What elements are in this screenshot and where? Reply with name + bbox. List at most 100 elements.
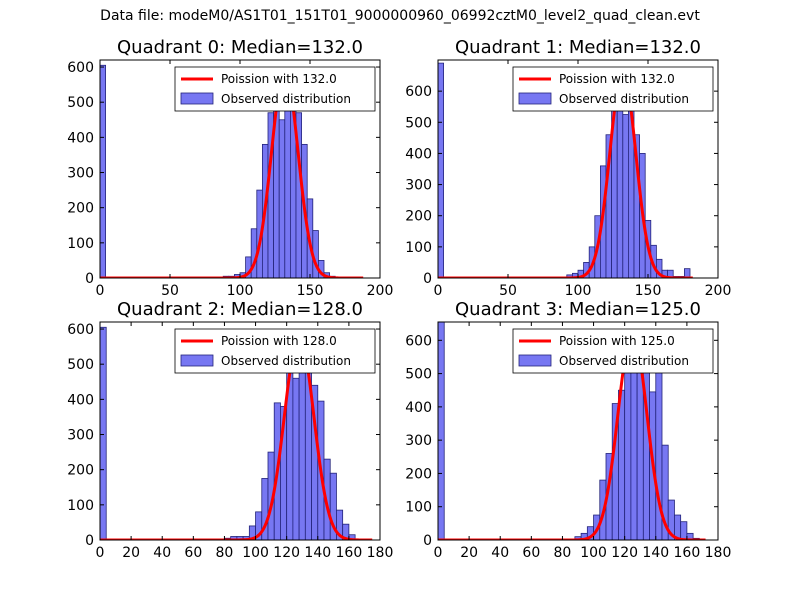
y-tick-label: 0 [423, 533, 432, 549]
x-tick-label: 150 [635, 283, 662, 299]
x-tick-label: 50 [499, 283, 517, 299]
legend: Poission with 125.0 Observed distribution [512, 328, 714, 374]
quadrant-3-plot: 0 20 40 60 80 100 120 140 160 1800100200300400500… [405, 299, 731, 561]
y-tick-label: 500 [67, 95, 94, 111]
x-tick-label: 200 [367, 283, 394, 299]
x-tick-label: 120 [611, 545, 638, 561]
quadrant-1-plot: 0 50 100 150 200 0 100 200 300 400 500 600 Quadrant … [405, 37, 731, 299]
histogram-bar [100, 64, 106, 278]
quadrant-0-plot: 0 50 100 150 200 0 100 200 300 400 500 600 Quadrant … [67, 37, 393, 299]
x-tick-label: 160 [336, 545, 363, 561]
histogram-bar [630, 359, 638, 540]
x-tick-label: 60 [184, 545, 202, 561]
legend-hist-swatch [180, 354, 214, 367]
y-tick-label: 300 [67, 166, 94, 182]
quadrant-2-plot: 0 20 40 60 80 100 120 140 160 1800100200300400500… [67, 299, 393, 561]
histogram-bar [624, 353, 632, 540]
subplot-title: Quadrant 2: Median=128.0 [117, 299, 363, 320]
x-tick-label: 80 [216, 545, 234, 561]
y-tick-label: 100 [67, 236, 94, 252]
axes-frame [437, 321, 719, 541]
x-tick-label: 100 [227, 283, 254, 299]
x-tick-label: 180 [705, 545, 732, 561]
axes-frame [99, 321, 381, 541]
x-tick-label: 100 [580, 545, 607, 561]
legend-curve-label: Poission with 125.0 [559, 334, 675, 348]
histogram-bar [622, 114, 629, 278]
x-tick-label: 60 [522, 545, 540, 561]
y-tick-label: 600 [405, 333, 432, 349]
x-tick-label: 0 [96, 283, 105, 299]
histogram-bar [438, 62, 444, 278]
x-tick-label: 100 [242, 545, 269, 561]
histogram-bar [680, 521, 688, 540]
y-tick-label: 100 [405, 500, 432, 516]
x-tick-label: 140 [304, 545, 331, 561]
x-tick-label: 0 [434, 283, 443, 299]
x-tick-label: 40 [153, 545, 171, 561]
histogram-bar [642, 348, 650, 540]
y-tick-label: 200 [405, 209, 432, 225]
y-tick-label: 0 [85, 271, 94, 287]
subplot-title: Quadrant 3: Median=125.0 [455, 299, 701, 320]
x-tick-label: 140 [642, 545, 669, 561]
y-tick-label: 100 [405, 240, 432, 256]
x-tick-label: 20 [460, 545, 478, 561]
y-tick-label: 400 [405, 400, 432, 416]
plot-area [438, 62, 694, 278]
x-tick-label: 180 [367, 545, 394, 561]
x-tick-label: 100 [565, 283, 592, 299]
histogram-bar [292, 377, 300, 540]
x-tick-label: 50 [161, 283, 179, 299]
x-tick-label: 40 [491, 545, 509, 561]
x-tick-label: 150 [297, 283, 324, 299]
legend-hist-swatch [518, 92, 552, 105]
x-tick-label: 120 [273, 545, 300, 561]
y-tick-label: 400 [67, 392, 94, 408]
legend: Poission with 128.0 Observed distribution [174, 328, 376, 374]
y-tick-label: 300 [405, 433, 432, 449]
y-tick-label: 200 [67, 201, 94, 217]
y-tick-label: 500 [405, 115, 432, 131]
x-tick-label: 20 [122, 545, 140, 561]
histogram-bar [667, 269, 674, 278]
figure-title: Data file: modeM0/AS1T01_151T01_90000009… [100, 8, 700, 24]
histogram-bar [342, 523, 350, 540]
x-tick-label: 200 [705, 283, 732, 299]
subplot-title: Quadrant 0: Median=132.0 [117, 37, 363, 58]
y-tick-label: 400 [67, 130, 94, 146]
legend: Poission with 132.0 Observed distribution [512, 66, 714, 112]
legend-curve-label: Poission with 132.0 [221, 72, 337, 86]
y-tick-label: 0 [85, 533, 94, 549]
y-tick-label: 500 [405, 367, 432, 383]
legend-hist-label: Observed distribution [559, 92, 689, 106]
legend-curve-label: Poission with 132.0 [559, 72, 675, 86]
y-tick-label: 600 [67, 322, 94, 338]
x-tick-label: 0 [434, 545, 443, 561]
y-tick-label: 100 [67, 498, 94, 514]
legend-hist-swatch [518, 354, 552, 367]
legend-hist-label: Observed distribution [221, 354, 351, 368]
legend-curve-label: Poission with 128.0 [221, 334, 337, 348]
legend: Poission with 132.0 Observed distribution [174, 66, 376, 112]
x-tick-label: 80 [554, 545, 572, 561]
y-tick-label: 300 [405, 178, 432, 194]
histogram-bar [661, 444, 669, 540]
subplot-title: Quadrant 1: Median=132.0 [455, 37, 701, 58]
histogram-bar [100, 326, 107, 540]
legend-hist-swatch [180, 92, 214, 105]
y-tick-label: 500 [67, 357, 94, 373]
y-tick-label: 300 [67, 428, 94, 444]
x-tick-label: 0 [96, 545, 105, 561]
legend-hist-label: Observed distribution [559, 354, 689, 368]
legend-hist-label: Observed distribution [221, 92, 351, 106]
y-tick-label: 400 [405, 146, 432, 162]
x-tick-label: 160 [674, 545, 701, 561]
y-tick-label: 200 [405, 466, 432, 482]
histogram-bar [438, 322, 445, 540]
y-tick-label: 600 [67, 60, 94, 76]
plot-area [438, 322, 707, 540]
y-tick-label: 0 [423, 271, 432, 287]
y-tick-label: 600 [405, 84, 432, 100]
